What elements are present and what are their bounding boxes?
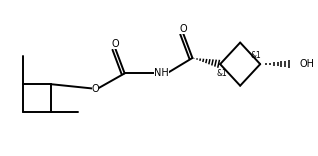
Text: &1: &1	[216, 69, 227, 78]
Text: O: O	[112, 39, 119, 49]
Text: &1: &1	[250, 51, 261, 60]
Text: O: O	[92, 84, 99, 94]
Text: OH: OH	[300, 59, 315, 69]
Text: NH: NH	[154, 68, 169, 78]
Text: O: O	[179, 24, 187, 34]
